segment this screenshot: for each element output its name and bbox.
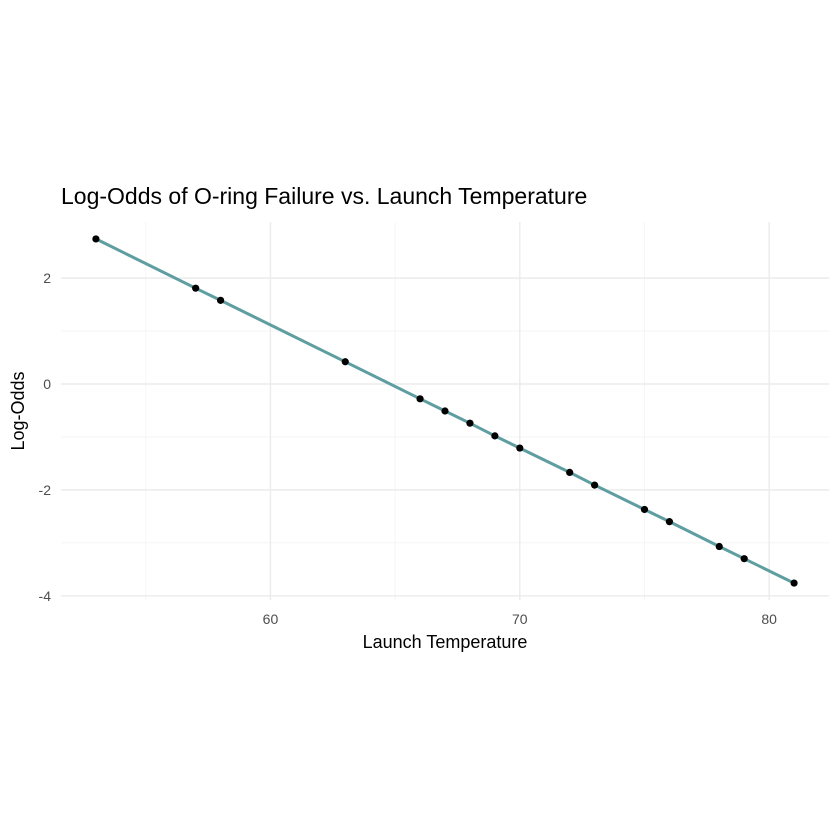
data-point [665,518,674,526]
data-point [740,555,748,563]
data-point [491,432,499,440]
y-tick-label: -4 [39,588,52,604]
data-point [790,579,798,587]
y-axis-ticks: -4 -2 0 2 [39,270,52,604]
chart-title: Log-Odds of O-ring Failure vs. Launch Te… [61,183,587,209]
y-tick-label: 0 [43,376,51,392]
data-point [466,419,474,427]
data-point [591,481,599,489]
y-tick-label: 2 [43,270,51,286]
data-point [92,235,100,243]
series-points-group [92,235,798,587]
data-point [192,284,200,292]
data-point [640,505,649,514]
data-point [341,358,349,366]
data-point [441,407,449,415]
major-grid [61,222,829,600]
x-axis-title: Launch Temperature [363,632,528,652]
y-tick-label: -2 [39,482,52,498]
x-tick-label: 60 [263,611,279,627]
series-line-group [94,237,796,585]
x-tick-label: 70 [512,611,528,627]
x-tick-label: 80 [761,611,777,627]
data-point [516,444,524,452]
series-line [94,237,796,585]
data-point [216,296,225,304]
y-axis-title: Log-Odds [8,371,28,450]
data-point [416,395,424,403]
data-point [566,468,574,477]
minor-grid [61,222,829,600]
x-axis-ticks: 60 70 80 [263,611,777,627]
data-point [715,542,723,551]
